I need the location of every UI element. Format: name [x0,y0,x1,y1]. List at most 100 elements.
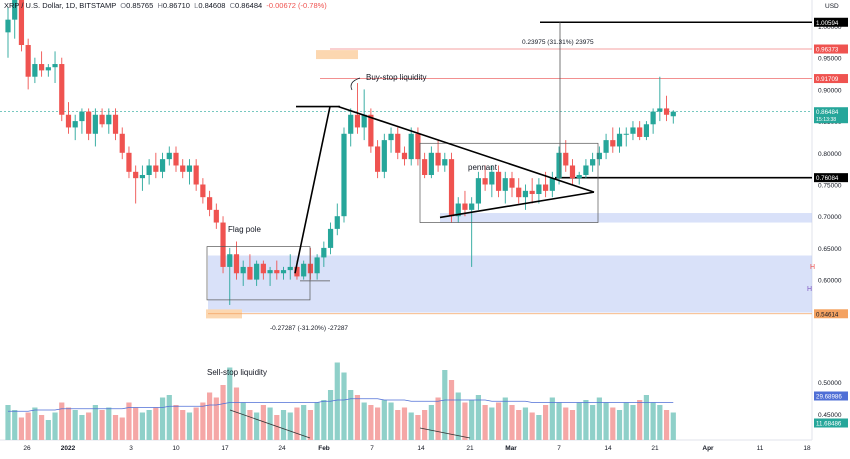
volume-bar [428,405,434,440]
volume-bar [5,405,11,440]
time-tick-label: 2022 [61,445,76,452]
volume-bar [455,392,461,440]
volume-bar [213,397,219,440]
candle-body [45,67,51,71]
volume-bar [442,370,448,440]
candle-body [327,228,334,248]
high-label: H [157,1,163,10]
volume-bar [133,407,139,440]
volume-bar [254,412,260,440]
volume-bar [166,395,172,440]
candle-body [341,133,347,217]
candle-body [274,270,280,274]
candle-body [663,108,670,115]
candle-body [12,0,18,20]
price-tag-bg [814,44,848,54]
volume-bar [139,412,145,440]
candle-body [334,216,340,229]
candle-body [18,0,25,46]
open-label: O [120,1,127,10]
volume-bar [334,362,340,440]
candle-body [173,152,179,166]
candle-body [576,174,582,179]
candle-body [126,152,132,172]
candle-body [267,270,273,274]
candle-body [106,114,112,125]
time-tick-label: 24 [278,445,286,452]
volume-bar [260,405,266,440]
candle-body [375,146,381,172]
volume-bar [72,410,78,440]
volume-bar [18,417,25,440]
volume-bar [247,410,253,440]
candle-body [549,178,555,191]
price-tag-bg [814,418,848,428]
volume-bar [348,390,354,440]
volume-bar [401,407,408,440]
candle-body [643,124,649,137]
volume-bar [92,405,98,440]
time-tick-label: 17 [221,445,229,452]
price-tick-label: 0.80000 [818,151,842,158]
close-value: 0.86484 [235,1,263,10]
candle-body [280,270,287,274]
volume-bar [583,400,589,440]
candle-body [133,171,139,179]
volume-bar [59,402,65,440]
candle-body [536,184,542,195]
price-tag-value: 0.86484 [816,109,839,116]
candle-body [59,64,65,115]
volume-bar [193,407,199,440]
volume-bar [670,412,676,440]
time-tick-label: 26 [23,445,31,452]
volume-bar [79,415,85,440]
candle-body [139,174,145,179]
annotation-flag-measure: -0.27287 (-31.20%) -27287 [270,325,348,332]
price-tag-bg [814,391,848,401]
volume-bar [616,410,623,440]
time-tick-label: Feb [318,445,330,452]
price-tag-bg [814,17,848,27]
candle-body [616,133,623,147]
candle-body [220,222,226,267]
candle-body [610,140,616,147]
pennant-lower-line [439,191,595,219]
price-tag-value: 29.68986 [816,394,842,401]
time-tick-label: 18 [803,445,811,452]
candle-body [455,203,461,217]
low-label: L [194,1,199,10]
volume-bar [596,397,602,440]
volume-bar [25,412,31,440]
volume-bar [153,407,159,440]
buy-stop-arrow [350,77,361,91]
volume-bar [12,410,18,440]
candle-body [475,178,481,204]
price-tag-bg [814,309,848,319]
low-value: 0.84608 [198,1,226,10]
candle-body [354,114,361,128]
price-tag-value: 1.00594 [816,20,839,27]
flag-range-box [206,246,311,301]
candle-body [92,114,98,134]
annotation-target-measure: 0.23975 (31.31%) 23975 [522,39,594,46]
candle-body [381,140,387,172]
volume-bar [294,407,300,440]
candle-body [489,171,495,185]
candle-body [294,266,300,277]
annotation-pennant: pennant [468,163,498,172]
time-tick-label: 21 [466,445,474,452]
annotation-sell-stop: Sell-stop liquidity [207,368,267,377]
volume-bar [657,405,663,440]
candle-body [442,159,448,166]
demand-zone [208,255,812,313]
candle-body [254,263,260,280]
candle-body [670,111,676,117]
price-tag-value: 0.76084 [816,175,839,182]
volume-bar [368,405,374,440]
volume-bar [186,412,193,440]
volume-bar [207,392,213,440]
volume-bar [280,410,287,440]
candle-body [388,133,394,141]
